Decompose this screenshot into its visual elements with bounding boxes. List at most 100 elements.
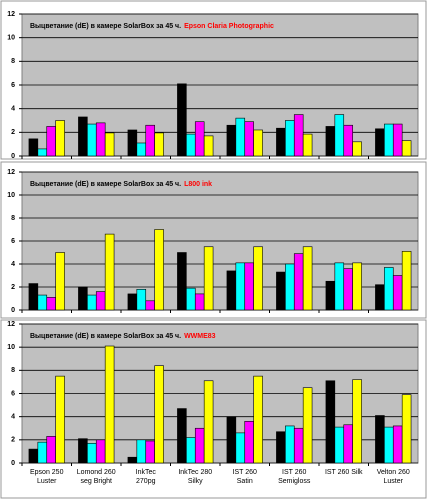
bar [334, 426, 345, 464]
bar [127, 129, 138, 157]
bar [302, 387, 313, 464]
bar [253, 129, 263, 157]
bar [78, 286, 88, 311]
bar [136, 439, 147, 464]
bar [154, 229, 164, 311]
bar [276, 431, 286, 464]
bar [226, 124, 237, 157]
bar [235, 117, 246, 157]
y-tick-label: 8 [11, 367, 15, 374]
bar [375, 415, 385, 464]
bar [104, 233, 115, 311]
bar [46, 297, 56, 311]
y-tick-label: 12 [7, 169, 15, 176]
bar [55, 120, 65, 157]
bar [203, 246, 214, 311]
bar [95, 291, 106, 311]
x-tick-label: IST 260 Silk [324, 469, 363, 476]
bar [78, 116, 88, 157]
y-tick-label: 0 [11, 307, 15, 314]
bar [285, 120, 295, 157]
bar [194, 121, 205, 157]
bar [352, 379, 362, 464]
bar [343, 424, 353, 464]
bar [78, 438, 88, 464]
bar [46, 126, 56, 157]
bar [136, 142, 147, 157]
bar [244, 420, 254, 464]
y-tick-label: 4 [11, 261, 15, 268]
chart-title: Выцветание (dE) в камере SolarBox за 45 … [30, 23, 274, 30]
y-tick-label: 4 [11, 106, 15, 113]
x-tick-label: IST 260 Semigloss [278, 469, 311, 485]
y-tick-label: 2 [11, 437, 15, 444]
y-tick-label: 0 [11, 153, 15, 160]
bar [127, 293, 138, 311]
x-tick-label: InkTec 270pg [135, 469, 156, 485]
bar [127, 456, 138, 464]
y-tick-label: 8 [11, 215, 15, 222]
bar [145, 300, 155, 311]
bar [343, 268, 353, 311]
bar [28, 138, 39, 157]
bar [276, 127, 286, 157]
subtitle: Epson Claria Photographic [184, 23, 274, 30]
subtitle: L800 ink [184, 181, 212, 188]
bar [401, 140, 412, 157]
bar [325, 280, 336, 311]
bar [37, 294, 48, 311]
bar [253, 375, 263, 464]
bar [55, 375, 65, 464]
bar [87, 443, 97, 464]
y-tick-label: 2 [11, 129, 15, 136]
bar [401, 394, 412, 464]
y-tick-label: 6 [11, 390, 15, 397]
chart-title: Выцветание (dE) в камере SolarBox за 45 … [30, 181, 212, 188]
bar [352, 141, 362, 157]
bar [46, 436, 56, 464]
bar [384, 426, 394, 464]
bar [392, 275, 403, 311]
x-tick-label: Epson 250 Luster [30, 469, 64, 485]
bar [235, 262, 246, 311]
bar [104, 345, 115, 464]
title-text: Выцветание (dE) в камере SolarBox за 45 … [30, 333, 181, 340]
bar [352, 262, 362, 311]
bar [375, 284, 385, 311]
y-tick-label: 10 [7, 344, 15, 351]
bar [276, 271, 286, 311]
bar [334, 262, 345, 311]
bar [186, 287, 196, 311]
bar [37, 441, 48, 464]
bar [375, 128, 385, 157]
bar [226, 416, 237, 464]
bar [334, 114, 345, 157]
bar [145, 124, 155, 157]
bar [392, 123, 403, 157]
bar [104, 132, 115, 157]
y-tick-label: 6 [11, 238, 15, 245]
y-tick-label: 4 [11, 414, 15, 421]
bar [384, 123, 394, 157]
bar [28, 448, 39, 464]
bar [285, 425, 295, 464]
bar [253, 246, 263, 311]
bar [293, 427, 304, 464]
bar [285, 263, 295, 311]
bar [244, 262, 254, 311]
bar [194, 293, 205, 311]
bar [203, 380, 214, 464]
bar [186, 133, 196, 157]
bar [392, 425, 403, 464]
x-tick-label: Lomond 260 seg Bright [76, 469, 116, 485]
bar [401, 251, 412, 311]
bar [203, 135, 214, 157]
y-tick-label: 6 [11, 82, 15, 89]
y-tick-label: 10 [7, 35, 15, 42]
bar [325, 380, 336, 464]
y-tick-label: 8 [11, 58, 15, 65]
bar [28, 283, 39, 311]
bar [177, 252, 187, 311]
y-tick-label: 2 [11, 284, 15, 291]
x-tick-label: Velton 260 Luster [376, 469, 410, 485]
